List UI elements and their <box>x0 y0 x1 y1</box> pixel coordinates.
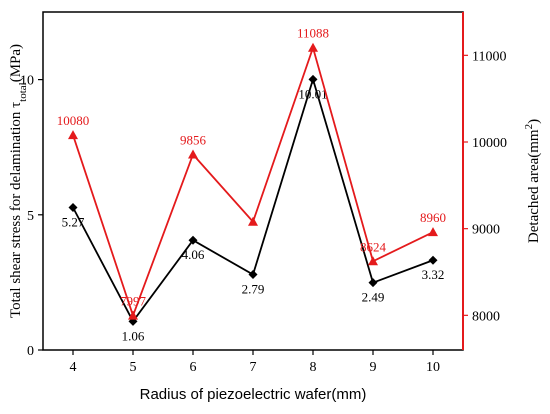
x-tick-label: 8 <box>310 360 317 375</box>
data-point-triangle <box>128 310 138 320</box>
plot-frame <box>42 11 464 351</box>
y-axis-right-label: Detached area(mm2) <box>523 119 542 243</box>
x-tick-label: 4 <box>70 360 77 375</box>
y-right-tick-label: 10000 <box>472 136 507 151</box>
y-right-tick-label: 8000 <box>472 309 500 324</box>
data-label: 2.79 <box>242 282 265 297</box>
y-right-tick-label: 11000 <box>472 49 506 64</box>
x-tick-label: 10 <box>426 360 440 375</box>
data-label: 10.01 <box>298 86 327 101</box>
x-tick-label: 9 <box>370 360 377 375</box>
data-label: 8624 <box>360 239 387 254</box>
x-tick-label: 6 <box>190 360 197 375</box>
y-left-label-sub: total <box>17 82 29 102</box>
ticks-group: 4 5 6 7 8 9 10 0 5 10 8000 9000 10000 11000 <box>20 12 507 375</box>
y-right-tick-label: 9000 <box>472 223 500 238</box>
y-axis-left-label: Total shear stress for delamination τtot… <box>8 44 29 318</box>
data-label: 2.49 <box>362 290 385 305</box>
data-label: 7997 <box>120 294 147 309</box>
data-point-diamond <box>248 270 258 280</box>
data-point-diamond <box>68 202 78 212</box>
data-point-diamond <box>188 235 198 245</box>
data-label: 8960 <box>420 210 446 225</box>
data-label: 10080 <box>57 113 90 128</box>
data-label: 1.06 <box>122 328 145 343</box>
data-point-triangle <box>248 216 258 226</box>
data-label: 4.06 <box>182 247 205 262</box>
data-point-triangle <box>368 256 378 266</box>
x-tick-label: 7 <box>250 360 257 375</box>
x-tick-label: 5 <box>130 360 137 375</box>
data-point-triangle <box>308 42 318 52</box>
data-point-diamond <box>308 74 318 84</box>
y-left-tick-label: 10 <box>20 74 34 89</box>
y-left-label-main: Total shear stress for delamination τ <box>8 102 24 318</box>
data-label: 11088 <box>297 26 329 41</box>
data-label: 9856 <box>180 132 207 147</box>
data-point-diamond <box>368 278 378 288</box>
y-left-label-suffix: (MPa) <box>8 44 24 82</box>
y-left-tick-label: 5 <box>27 209 34 224</box>
data-label: 3.32 <box>422 267 445 282</box>
y-right-label-sup: 2 <box>523 124 535 130</box>
data-point-triangle <box>188 149 198 159</box>
y-right-label-main: Detached area(mm <box>526 129 542 243</box>
data-label: 5.27 <box>62 214 85 229</box>
series-layer: 5.27 1.06 4.06 2.79 10.01 2.49 3.32 10080 7997 98… <box>57 26 446 344</box>
data-point-triangle <box>68 130 78 140</box>
x-axis-label: Radius of piezoelectric wafer(mm) <box>140 386 367 403</box>
y-right-label-suffix: ) <box>526 119 542 124</box>
data-point-triangle <box>428 227 438 237</box>
y-left-tick-label: 0 <box>27 344 34 359</box>
data-point-diamond <box>428 255 438 265</box>
